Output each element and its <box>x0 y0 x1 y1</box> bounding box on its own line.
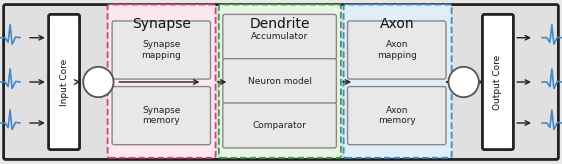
Ellipse shape <box>448 67 479 97</box>
FancyBboxPatch shape <box>219 5 341 158</box>
Text: Axon
mapping: Axon mapping <box>377 40 416 60</box>
FancyBboxPatch shape <box>223 59 337 104</box>
FancyBboxPatch shape <box>482 14 514 150</box>
Text: Synapse
mapping: Synapse mapping <box>142 40 181 60</box>
FancyBboxPatch shape <box>343 5 452 158</box>
FancyBboxPatch shape <box>112 87 211 145</box>
Text: Neuron model: Neuron model <box>248 77 311 86</box>
Text: Output Core: Output Core <box>493 54 502 110</box>
Text: Axon
memory: Axon memory <box>378 106 416 125</box>
FancyBboxPatch shape <box>223 103 337 148</box>
FancyBboxPatch shape <box>48 14 80 150</box>
FancyBboxPatch shape <box>3 5 559 159</box>
FancyBboxPatch shape <box>347 87 446 145</box>
FancyBboxPatch shape <box>112 21 211 79</box>
Text: Synapse: Synapse <box>132 17 191 31</box>
Text: Dendrite: Dendrite <box>250 17 310 31</box>
Text: Comparator: Comparator <box>253 121 306 130</box>
Text: Input Core: Input Core <box>60 58 69 106</box>
FancyBboxPatch shape <box>347 21 446 79</box>
FancyBboxPatch shape <box>107 5 216 158</box>
Text: Accumulator: Accumulator <box>251 32 308 41</box>
Text: Synapse
memory: Synapse memory <box>142 106 180 125</box>
Ellipse shape <box>83 67 114 97</box>
Text: Axon: Axon <box>380 17 415 31</box>
FancyBboxPatch shape <box>223 14 337 59</box>
